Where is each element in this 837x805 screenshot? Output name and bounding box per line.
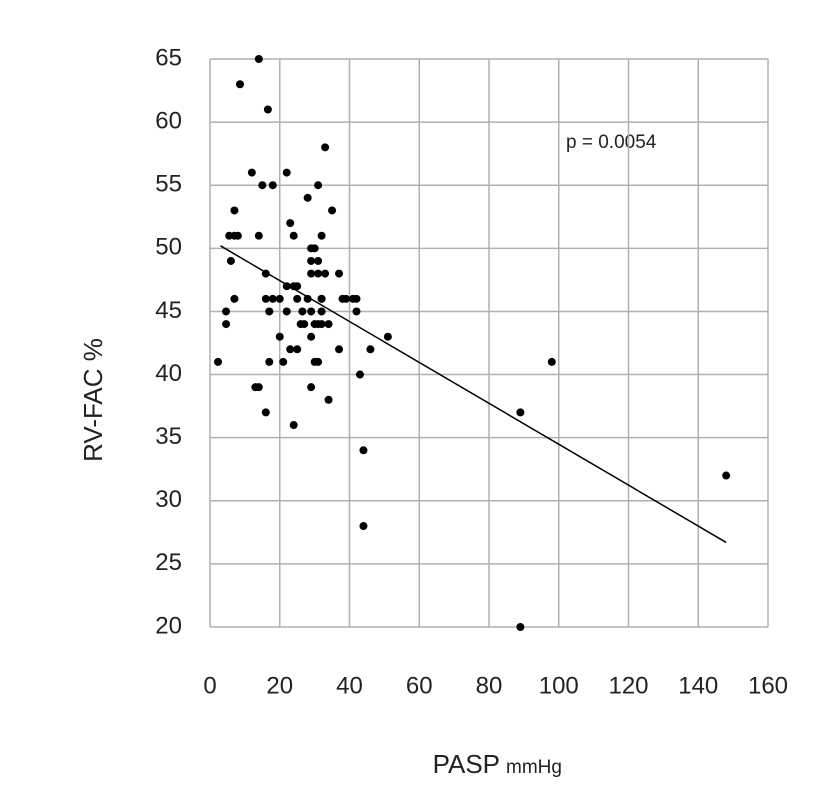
- x-tick-label: 40: [336, 672, 363, 699]
- data-point: [359, 446, 368, 455]
- data-point: [279, 357, 288, 366]
- data-point: [324, 395, 333, 404]
- x-tick-label: 100: [539, 672, 579, 699]
- data-point: [222, 320, 231, 329]
- data-point: [335, 345, 344, 354]
- data-point: [282, 307, 291, 316]
- x-tick-label: 0: [203, 672, 216, 699]
- data-point: [275, 332, 284, 341]
- data-point: [275, 294, 284, 303]
- data-point: [222, 307, 231, 316]
- data-point: [328, 206, 337, 215]
- data-point: [335, 269, 344, 278]
- data-point: [261, 294, 270, 303]
- y-tick-label: 20: [155, 612, 182, 639]
- data-point: [254, 383, 263, 392]
- data-point: [342, 294, 351, 303]
- data-point: [230, 294, 239, 303]
- data-point: [254, 55, 263, 63]
- data-point: [300, 320, 309, 329]
- y-axis-label: RV-FAC %: [78, 338, 108, 462]
- data-point: [261, 408, 270, 417]
- data-point: [516, 408, 525, 417]
- data-point: [293, 282, 302, 291]
- data-point: [254, 231, 263, 240]
- data-point: [317, 294, 326, 303]
- trend-line: [220, 245, 727, 544]
- data-point: [321, 143, 330, 152]
- data-point: [286, 345, 295, 354]
- x-tick-label: 160: [748, 672, 788, 699]
- data-point: [317, 307, 326, 316]
- y-tick-label: 25: [155, 549, 182, 576]
- data-point: [293, 345, 302, 354]
- y-tick-label: 45: [155, 297, 182, 324]
- y-tick-label: 30: [155, 486, 182, 513]
- data-point: [265, 357, 274, 366]
- data-point: [314, 357, 323, 366]
- y-tick-label: 55: [155, 171, 182, 198]
- y-tick-label: 65: [155, 44, 182, 71]
- data-point: [247, 168, 256, 177]
- data-point: [359, 522, 368, 531]
- data-point: [314, 256, 323, 265]
- data-point: [307, 332, 316, 341]
- data-point: [547, 357, 556, 366]
- data-point: [268, 181, 277, 190]
- data-point: [317, 320, 326, 329]
- data-point: [324, 320, 333, 329]
- data-point: [317, 231, 326, 240]
- x-tick-label: 140: [678, 672, 718, 699]
- data-point: [268, 294, 277, 303]
- data-point: [286, 219, 295, 228]
- x-tick-label: 120: [608, 672, 648, 699]
- data-point: [516, 623, 525, 631]
- data-point: [282, 168, 291, 177]
- x-tick-label: 80: [476, 672, 503, 699]
- data-point: [226, 256, 235, 265]
- data-point: [265, 307, 274, 316]
- data-point: [307, 383, 316, 392]
- data-point: [289, 421, 298, 430]
- data-point: [293, 294, 302, 303]
- data-point: [263, 105, 272, 114]
- data-point: [722, 471, 731, 480]
- data-point: [289, 231, 298, 240]
- data-point: [366, 345, 375, 354]
- x-axis-label: PASP: [433, 749, 500, 779]
- y-tick-label: 35: [155, 423, 182, 450]
- data-point: [303, 294, 312, 303]
- y-tick-label: 50: [155, 234, 182, 261]
- x-axis-unit: mmHg: [506, 757, 562, 778]
- data-point: [310, 244, 319, 253]
- data-point: [314, 269, 323, 278]
- data-point: [314, 181, 323, 190]
- data-point: [383, 332, 392, 341]
- data-point: [214, 357, 223, 366]
- data-point: [321, 269, 330, 278]
- y-tick-label: 40: [155, 360, 182, 387]
- x-tick-label: 60: [406, 672, 433, 699]
- y-tick-label: 60: [155, 107, 182, 134]
- data-point: [258, 181, 267, 190]
- data-point: [352, 294, 361, 303]
- data-point: [235, 80, 244, 89]
- data-point: [307, 307, 316, 316]
- data-point: [230, 206, 239, 215]
- x-tick-label: 20: [266, 672, 293, 699]
- data-point: [355, 370, 364, 379]
- data-point: [233, 231, 242, 240]
- data-point: [307, 269, 316, 278]
- data-point: [298, 307, 307, 316]
- data-point: [352, 307, 361, 316]
- annotation: p = 0.0054: [566, 132, 657, 153]
- data-point: [303, 193, 312, 202]
- data-point: [307, 256, 316, 265]
